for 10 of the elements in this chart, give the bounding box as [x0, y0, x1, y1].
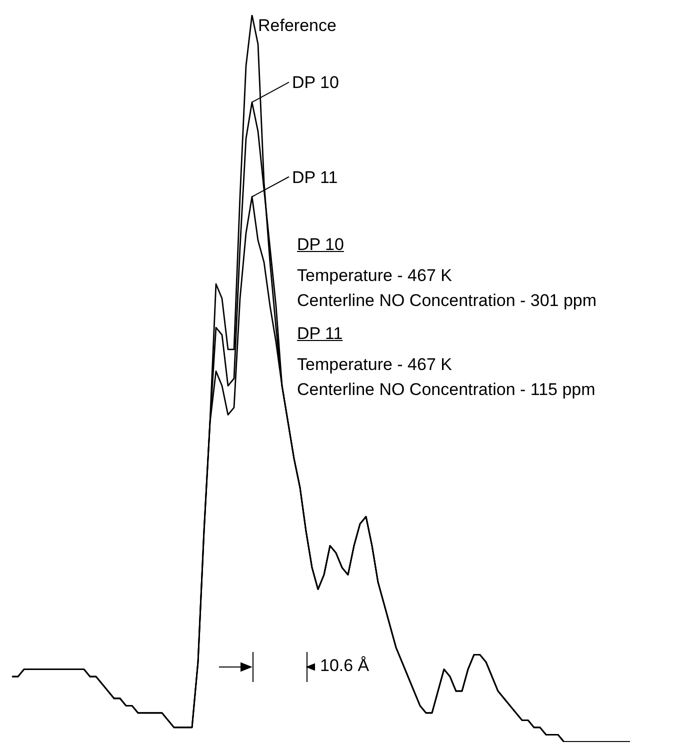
- legend-label: DP 11: [292, 168, 338, 187]
- legend-label: DP 10: [292, 73, 339, 92]
- annotation: Centerline NO Concentration - 301 ppm: [297, 290, 597, 312]
- annotation: Temperature - 467 K: [297, 354, 453, 376]
- annotation: Temperature - 467 K: [297, 265, 453, 287]
- series-label: Reference: [258, 16, 336, 35]
- annotation: DP 10: [297, 234, 345, 256]
- annotation: 10.6 Å: [320, 656, 370, 676]
- annotation: Centerline NO Concentration - 115 ppm: [297, 379, 596, 401]
- annotation: DP 11: [297, 323, 344, 345]
